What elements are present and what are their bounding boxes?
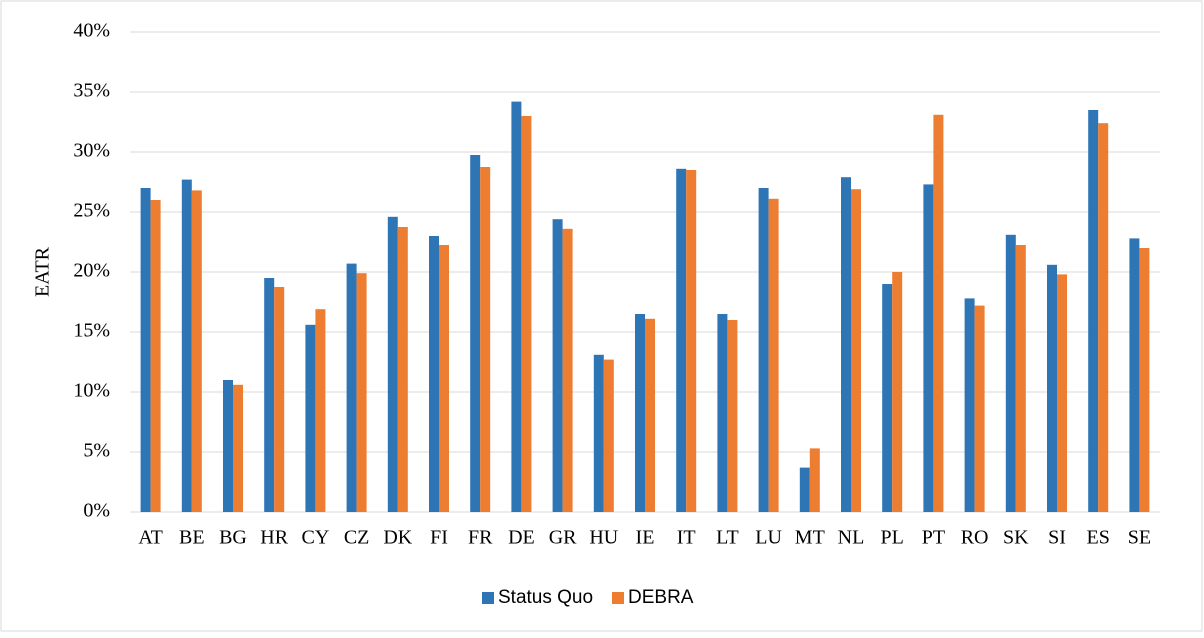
bar [727,320,738,512]
bar [511,101,522,512]
x-tick-label: LT [716,527,739,549]
bar [717,314,728,512]
bar [1057,274,1067,512]
x-tick-label: ES [1087,527,1110,549]
x-tick-label: IE [636,527,655,549]
bar [1139,248,1150,512]
y-axis-label: EATR [32,246,54,297]
legend-swatch [482,592,494,604]
bar [758,188,769,512]
bar [923,184,934,512]
bar [1015,245,1026,512]
bar [480,167,491,512]
x-tick-label: HU [589,527,618,549]
bar [768,198,779,513]
x-tick-label: MT [795,527,825,549]
x-tick-label: CZ [344,527,370,549]
x-tick-label: DK [383,527,412,549]
y-tick-label: 35% [73,80,110,102]
y-tick-label: 5% [83,440,110,462]
legend-label: DEBRA [628,587,694,608]
x-tick-label: NL [838,527,865,549]
bar [315,309,326,512]
legend-label: Status Quo [498,587,593,608]
x-tick-label: FR [468,527,493,549]
bar [1005,234,1016,513]
x-tick-label: HR [260,527,288,549]
x-tick-label: PL [881,527,904,549]
y-tick-label: 0% [83,500,110,522]
bar [603,359,614,512]
bar [1088,110,1099,512]
x-tick-label: SK [1003,527,1029,549]
bar [799,467,810,512]
x-tick-label: SE [1128,527,1151,549]
bar [635,314,645,512]
y-tick-label: 25% [73,200,110,222]
x-tick-label: LU [755,527,782,549]
x-tick-label: PT [922,527,945,549]
bar [1129,238,1140,512]
y-tick-label: 20% [73,260,110,282]
bar [933,114,944,513]
bar [223,380,233,512]
bar [397,227,408,512]
x-tick-label: RO [961,527,989,549]
bar [809,448,820,512]
bar [264,278,275,512]
legend-swatch [612,592,624,604]
bar [1098,123,1109,512]
bar [676,168,687,513]
bar [645,318,655,512]
bar [356,273,367,512]
bar [1047,264,1057,512]
x-tick-label: BG [219,527,247,549]
bar [686,170,697,512]
bar [521,116,532,512]
x-tick-label: AT [138,527,162,549]
bar [181,179,192,512]
x-tick-label: DE [508,527,535,549]
bar [841,177,851,512]
bar [552,219,563,512]
bar [387,216,398,513]
x-tick-label: GR [549,527,577,549]
bar [974,305,985,512]
x-tick-label: FI [430,527,448,549]
bar [150,200,161,512]
bar [892,272,903,512]
bar [305,324,316,512]
bar [470,155,481,512]
x-tick-label: BE [179,527,205,549]
x-tick-label: IT [677,527,696,549]
bar [562,228,573,513]
bar [439,245,449,512]
bar [191,190,202,512]
y-tick-label: 10% [73,380,110,402]
bar [882,284,893,512]
y-tick-label: 30% [73,140,110,162]
x-tick-label: CY [302,527,330,549]
bar [233,384,243,512]
bar [964,298,975,512]
x-tick-label: SI [1048,527,1066,549]
y-tick-label: 15% [73,320,110,342]
bar [429,236,439,512]
bar [593,354,604,512]
bar [851,189,861,512]
bar [274,287,285,512]
y-tick-label: 40% [73,20,110,42]
bar [346,263,357,512]
bar [140,188,151,512]
